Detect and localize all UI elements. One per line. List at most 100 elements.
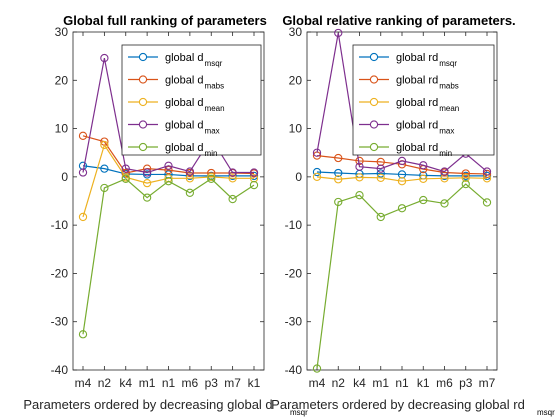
data-point: [100, 183, 109, 193]
y-tick-label: 10: [289, 122, 303, 136]
data-point: [78, 330, 88, 339]
series-line: [82, 143, 254, 218]
data-point: [185, 171, 195, 181]
x-tick-label: m4: [309, 376, 326, 390]
data-point: [376, 173, 385, 182]
series-line: [316, 176, 488, 182]
legend-label: global rd: [396, 120, 438, 132]
legend-label: global d: [165, 75, 204, 87]
x-tick-label: n2: [332, 376, 346, 390]
x-tick-label: m7: [224, 376, 241, 390]
x-tick-label: m6: [436, 376, 453, 390]
x-axis-label: Parameters ordered by decreasing global …: [271, 397, 525, 412]
data-point: [142, 193, 152, 202]
y-tick-label: 0: [295, 170, 302, 184]
data-point: [419, 161, 428, 170]
legend-label-subscript: mabs: [205, 82, 225, 91]
data-point: [249, 180, 259, 190]
legend-label: global rd: [396, 75, 438, 87]
chart-relative-ranking: Global relative ranking of parameters. -…: [271, 13, 555, 417]
series-line: [82, 178, 255, 335]
data-point: [482, 167, 492, 176]
y-tick-label: 20: [289, 73, 303, 87]
data-point: [376, 164, 385, 173]
series-line: [316, 171, 487, 177]
legend-swatch-marker: [138, 52, 148, 62]
data-point: [164, 177, 173, 186]
series-min: [312, 179, 492, 373]
series-line: [82, 135, 255, 175]
y-tick-label: -30: [285, 315, 303, 329]
x-tick-label: k4: [119, 376, 132, 390]
data-point: [355, 162, 364, 171]
legend-label-subscript: msqr: [439, 59, 457, 68]
x-tick-label: k4: [353, 376, 366, 390]
legend-label-subscript: min: [439, 149, 452, 158]
data-point: [164, 165, 173, 175]
data-point: [100, 53, 109, 63]
data-point: [461, 173, 470, 182]
data-point: [376, 212, 385, 222]
legend-label: global d: [165, 142, 204, 154]
data-point: [482, 169, 492, 179]
legend-swatch-marker: [369, 75, 379, 84]
data-point: [419, 195, 428, 205]
data-point: [164, 161, 173, 170]
x-tick-label: m1: [372, 376, 389, 390]
data-point: [78, 212, 88, 222]
y-tick-label: -10: [51, 218, 69, 232]
legend-label: global d: [165, 120, 204, 132]
data-point: [185, 188, 195, 197]
legend-swatch-marker: [369, 142, 379, 152]
x-axis-label-subscript: msqr: [537, 408, 555, 417]
legend-label-subscript: msqr: [205, 59, 223, 68]
legend-label-subscript: mean: [439, 104, 459, 113]
data-point: [312, 364, 322, 373]
x-tick-label: n2: [98, 376, 112, 390]
chart-full-ranking: Global full ranking of parameters -40 -30…: [23, 13, 308, 417]
legend-label-subscript: mean: [205, 104, 225, 113]
data-point: [397, 204, 407, 213]
data-point: [355, 191, 364, 200]
legend-label-subscript: mabs: [439, 82, 459, 91]
data-point: [355, 173, 364, 182]
legend-label-subscript: max: [439, 127, 454, 136]
y-tick-label: 10: [55, 122, 69, 136]
y-tick-label: -40: [285, 363, 303, 377]
x-tick-label: p3: [459, 376, 473, 390]
x-tick-label: m6: [182, 376, 199, 390]
legend-swatch-marker: [369, 52, 379, 62]
x-tick-label: m7: [479, 376, 496, 390]
legend-swatch-marker: [138, 120, 148, 129]
x-tick-label: k1: [417, 376, 430, 390]
x-tick-label: m4: [75, 376, 92, 390]
data-point: [334, 175, 343, 184]
legend-label: global rd: [396, 52, 438, 64]
series-mean: [78, 140, 259, 222]
legend-label: global d: [165, 52, 204, 64]
data-point: [142, 168, 152, 177]
data-point: [100, 164, 109, 173]
legend-label: global rd: [396, 142, 438, 154]
data-point: [440, 167, 449, 176]
y-tick-label: 0: [61, 170, 68, 184]
legend-swatch-marker: [369, 97, 379, 107]
data-point: [334, 168, 343, 178]
data-point: [312, 148, 322, 157]
data-point: [334, 28, 343, 38]
data-point: [78, 168, 88, 177]
x-tick-label: n1: [162, 376, 176, 390]
data-point: [185, 167, 195, 176]
data-point: [121, 164, 130, 173]
data-point: [100, 140, 109, 150]
data-point: [228, 194, 237, 204]
series-line: [316, 183, 488, 369]
data-point: [461, 179, 470, 189]
data-point: [334, 197, 343, 207]
x-tick-label: m1: [139, 376, 156, 390]
data-point: [419, 174, 428, 183]
legend-label-subscript: max: [205, 127, 220, 136]
series-min: [78, 174, 259, 339]
